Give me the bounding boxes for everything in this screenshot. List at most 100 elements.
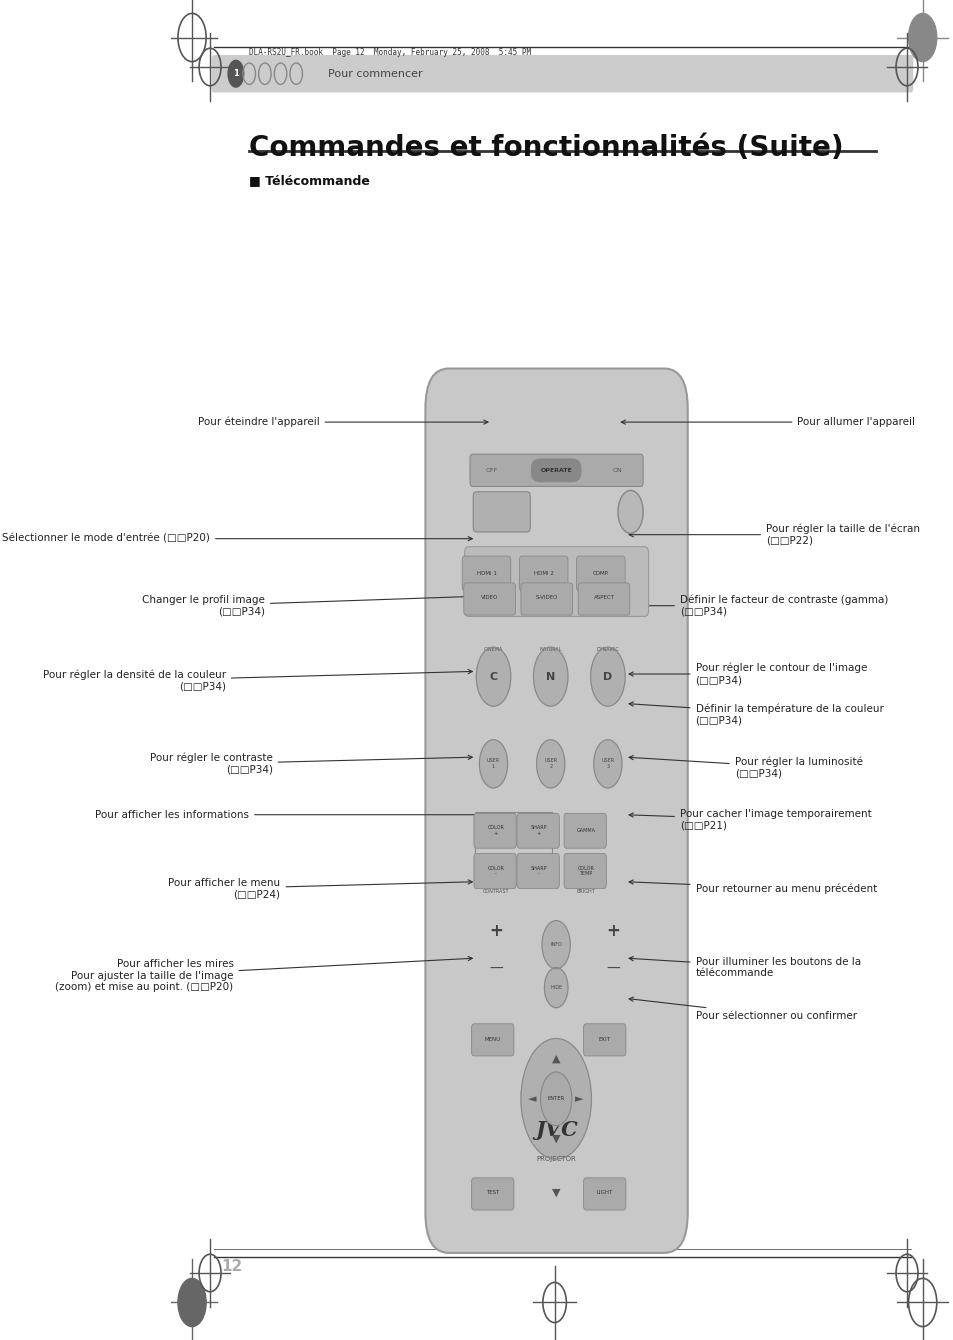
FancyBboxPatch shape	[462, 556, 510, 591]
Text: —: —	[606, 962, 619, 976]
FancyBboxPatch shape	[212, 55, 912, 92]
Text: Pour sélectionner ou confirmer: Pour sélectionner ou confirmer	[628, 997, 856, 1021]
Text: Pour afficher les informations: Pour afficher les informations	[95, 809, 487, 820]
Circle shape	[178, 1278, 206, 1327]
Circle shape	[228, 60, 243, 87]
FancyBboxPatch shape	[470, 454, 642, 486]
Text: Pour éteindre l'appareil: Pour éteindre l'appareil	[197, 417, 487, 427]
FancyBboxPatch shape	[471, 1178, 514, 1210]
Text: OPERATE: OPERATE	[539, 468, 572, 473]
FancyBboxPatch shape	[563, 854, 606, 888]
Text: ◄: ◄	[528, 1093, 537, 1104]
Circle shape	[536, 740, 564, 788]
Text: COMP.: COMP.	[592, 571, 609, 576]
Text: D: D	[602, 671, 612, 682]
Text: C: C	[489, 671, 497, 682]
FancyBboxPatch shape	[474, 813, 516, 848]
FancyBboxPatch shape	[474, 854, 516, 888]
Text: ▲: ▲	[552, 1053, 559, 1064]
Text: Pour illuminer les boutons de la
télécommande: Pour illuminer les boutons de la télécom…	[628, 957, 860, 978]
Text: Pour régler la densité de la couleur
(□□P34): Pour régler la densité de la couleur (□□…	[43, 670, 472, 691]
Text: Pour commencer: Pour commencer	[327, 68, 422, 79]
FancyBboxPatch shape	[473, 492, 530, 532]
Text: Commandes et fonctionnalités (Suite): Commandes et fonctionnalités (Suite)	[249, 134, 843, 162]
Text: TEST: TEST	[486, 1190, 499, 1195]
Text: SHARP
+: SHARP +	[530, 825, 547, 836]
Text: COLOR
-: COLOR -	[487, 866, 504, 876]
Text: COLOR
TEMP: COLOR TEMP	[577, 866, 594, 876]
Text: N: N	[545, 671, 555, 682]
Text: USER
2: USER 2	[543, 758, 557, 769]
Circle shape	[907, 13, 936, 62]
Text: 12: 12	[222, 1258, 243, 1274]
Text: Pour allumer l'appareil: Pour allumer l'appareil	[620, 417, 915, 427]
Text: +: +	[489, 922, 502, 941]
FancyBboxPatch shape	[517, 813, 558, 848]
Text: NATURAL: NATURAL	[538, 647, 561, 653]
Text: ASPECT: ASPECT	[593, 595, 614, 600]
Text: Pour régler le contour de l'image
(□□P34): Pour régler le contour de l'image (□□P34…	[628, 663, 866, 685]
Circle shape	[520, 1038, 591, 1159]
Text: DYNAMIC: DYNAMIC	[596, 647, 618, 653]
Text: HIDE: HIDE	[550, 985, 561, 990]
Text: ■ Télécommande: ■ Télécommande	[249, 174, 370, 188]
Text: Définir la température de la couleur
(□□P34): Définir la température de la couleur (□□…	[628, 702, 882, 725]
FancyBboxPatch shape	[563, 813, 606, 848]
Text: MENU: MENU	[484, 1037, 500, 1043]
Text: VIDEO: VIDEO	[480, 595, 497, 600]
Text: PROJECTOR: PROJECTOR	[536, 1156, 576, 1162]
Text: Pour retourner au menu précédent: Pour retourner au menu précédent	[628, 880, 876, 894]
Circle shape	[590, 647, 624, 706]
Text: BRIGHT: BRIGHT	[576, 888, 595, 894]
FancyBboxPatch shape	[463, 583, 515, 615]
Text: OFF: OFF	[485, 468, 497, 473]
Text: JVC: JVC	[535, 1120, 577, 1139]
FancyBboxPatch shape	[578, 583, 629, 615]
Text: Définir le facteur de contraste (gamma)
(□□P34): Définir le facteur de contraste (gamma) …	[628, 595, 887, 616]
Text: ▼: ▼	[552, 1134, 559, 1144]
Text: GAMMA: GAMMA	[576, 828, 595, 833]
Circle shape	[476, 647, 510, 706]
Text: Pour régler le contraste
(□□P34): Pour régler le contraste (□□P34)	[150, 753, 472, 775]
Circle shape	[593, 740, 621, 788]
Text: +: +	[606, 922, 619, 941]
Text: Sélectionner le mode d'entrée (□□P20): Sélectionner le mode d'entrée (□□P20)	[2, 533, 472, 544]
FancyBboxPatch shape	[518, 556, 567, 591]
FancyBboxPatch shape	[471, 1024, 514, 1056]
Circle shape	[479, 740, 507, 788]
Text: Changer le profil image
(□□P34): Changer le profil image (□□P34)	[142, 595, 472, 616]
Text: ENTER: ENTER	[547, 1096, 564, 1101]
Text: Pour régler la taille de l'écran
(□□P22): Pour régler la taille de l'écran (□□P22)	[628, 524, 919, 545]
FancyBboxPatch shape	[425, 369, 687, 1253]
Text: Pour afficher les mires
Pour ajuster la taille de l'image
(zoom) et mise au poin: Pour afficher les mires Pour ajuster la …	[55, 957, 472, 992]
FancyBboxPatch shape	[576, 556, 624, 591]
Text: S-VIDEO: S-VIDEO	[535, 595, 558, 600]
Text: CONTRAST: CONTRAST	[482, 888, 509, 894]
Text: ▼: ▼	[552, 1187, 559, 1198]
Text: USER
1: USER 1	[486, 758, 499, 769]
Text: EXIT: EXIT	[598, 1037, 610, 1043]
Circle shape	[544, 967, 567, 1008]
Text: 1: 1	[233, 70, 238, 78]
Circle shape	[618, 490, 642, 533]
Text: Pour cacher l'image temporairement
(□□P21): Pour cacher l'image temporairement (□□P2…	[628, 809, 871, 831]
Text: Pour afficher le menu
(□□P24): Pour afficher le menu (□□P24)	[169, 878, 472, 899]
Text: SHARP
-: SHARP -	[530, 866, 547, 876]
Text: Pour régler la luminosité
(□□P34): Pour régler la luminosité (□□P34)	[628, 756, 862, 779]
FancyBboxPatch shape	[464, 547, 648, 616]
Text: DLA-RS2U_FR.book  Page 12  Monday, February 25, 2008  5:45 PM: DLA-RS2U_FR.book Page 12 Monday, Februar…	[249, 48, 531, 56]
Text: INFO: INFO	[550, 942, 561, 947]
Text: HDMI 1: HDMI 1	[476, 571, 496, 576]
Text: ►: ►	[575, 1093, 583, 1104]
FancyBboxPatch shape	[520, 583, 572, 615]
FancyBboxPatch shape	[583, 1178, 625, 1210]
Text: HDMI 2: HDMI 2	[533, 571, 553, 576]
Circle shape	[541, 921, 570, 969]
Text: —: —	[489, 962, 502, 976]
Text: LIGHT: LIGHT	[596, 1190, 612, 1195]
Text: USER
3: USER 3	[600, 758, 614, 769]
Text: COLOR
+: COLOR +	[487, 825, 504, 836]
FancyBboxPatch shape	[583, 1024, 625, 1056]
Circle shape	[540, 1072, 571, 1126]
Text: ON: ON	[612, 468, 621, 473]
